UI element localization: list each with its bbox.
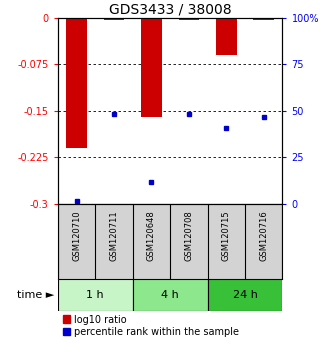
Bar <box>216 18 237 55</box>
Text: 4 h: 4 h <box>161 290 179 299</box>
Bar <box>254 18 274 19</box>
Bar <box>141 18 162 117</box>
Text: GSM120708: GSM120708 <box>184 210 193 261</box>
Bar <box>58 279 133 310</box>
Text: GSM120710: GSM120710 <box>72 210 81 261</box>
Bar <box>104 18 124 19</box>
Text: time ►: time ► <box>17 290 55 299</box>
Text: 1 h: 1 h <box>86 290 104 299</box>
Text: GSM120715: GSM120715 <box>222 210 231 261</box>
Bar <box>66 18 87 148</box>
Text: 24 h: 24 h <box>233 290 257 299</box>
Bar <box>178 18 199 19</box>
Legend: log10 ratio, percentile rank within the sample: log10 ratio, percentile rank within the … <box>63 315 239 337</box>
Text: GSM120711: GSM120711 <box>109 210 118 261</box>
Bar <box>208 279 282 310</box>
Title: GDS3433 / 38008: GDS3433 / 38008 <box>109 2 231 17</box>
Text: GSM120716: GSM120716 <box>259 210 268 261</box>
Text: GSM120648: GSM120648 <box>147 210 156 261</box>
Bar <box>133 279 208 310</box>
